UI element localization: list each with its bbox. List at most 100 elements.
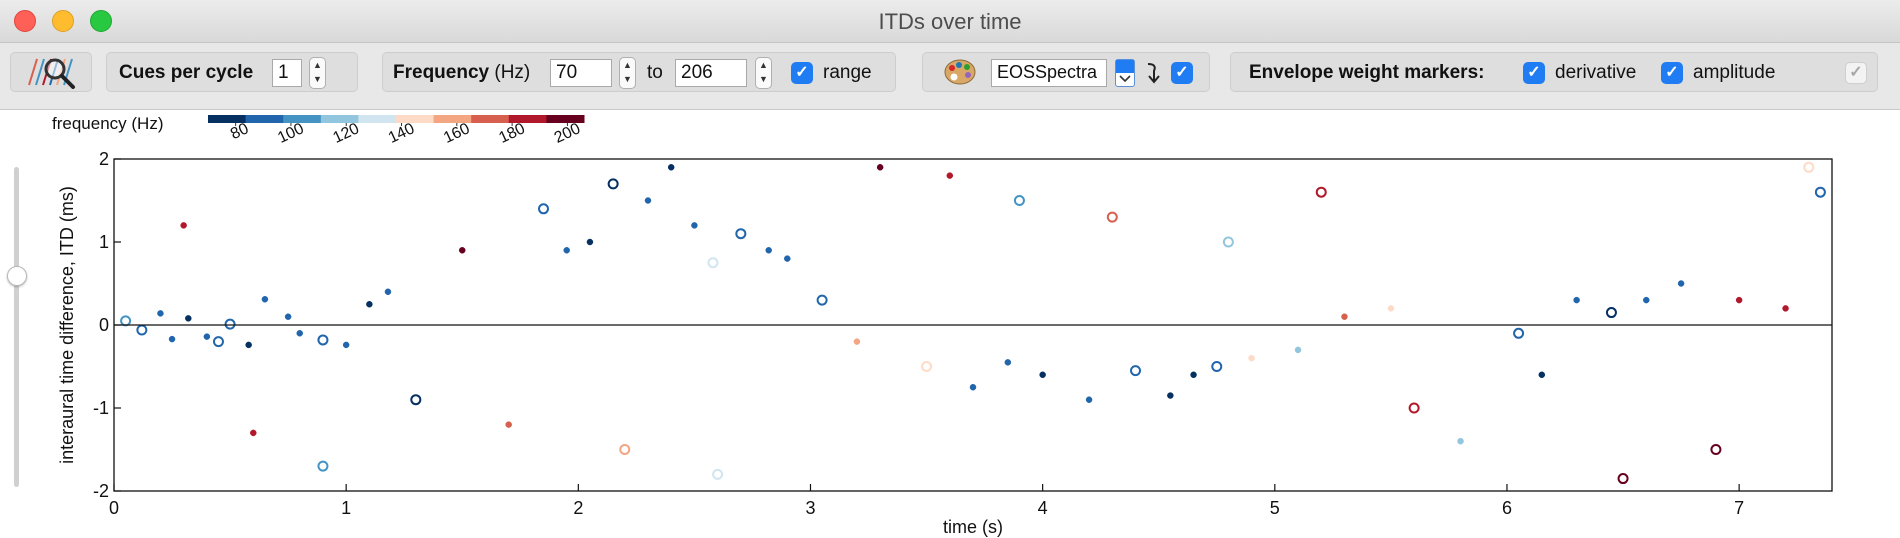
data-point <box>505 421 512 428</box>
frequency-from-field[interactable]: 70 <box>550 59 612 87</box>
colorbar-ticks: 80 100 120 140 160 180 200 <box>228 120 583 147</box>
palette-icon[interactable] <box>943 58 977 86</box>
data-point <box>816 294 828 306</box>
x-tick-label: 7 <box>1734 498 1744 518</box>
data-point <box>261 296 269 303</box>
data-point <box>1130 365 1142 377</box>
data-point <box>538 203 549 215</box>
data-point <box>1573 296 1580 304</box>
colorbar-segment <box>546 115 585 123</box>
data-point <box>342 341 350 349</box>
close-window-button[interactable] <box>14 10 36 32</box>
colormap-field[interactable]: EOSSpectra <box>991 59 1107 87</box>
data-point <box>185 315 192 322</box>
vertical-slider-track[interactable] <box>14 167 19 487</box>
y-tick-label: -2 <box>93 481 109 501</box>
colormap-dropdown[interactable] <box>1115 59 1135 87</box>
data-point <box>410 394 422 406</box>
data-point <box>384 288 392 296</box>
frequency-group: Frequency (Hz) 70 ▲ ▼ to 206 ▲ ▼ ✓ range <box>382 52 896 92</box>
chevron-down-icon <box>1119 75 1131 83</box>
data-point <box>667 164 675 171</box>
colorbar-segment <box>433 115 472 123</box>
data-point <box>120 315 132 327</box>
frequency-to-stepper[interactable]: ▲ ▼ <box>755 57 772 89</box>
data-point <box>224 318 236 330</box>
minimize-window-button[interactable] <box>52 10 74 32</box>
reverse-colormap-checkbox[interactable]: ✓ <box>1171 62 1193 84</box>
data-point <box>1315 186 1327 198</box>
y-tick-label: 1 <box>99 232 109 252</box>
data-point <box>1039 371 1046 379</box>
data-point <box>1004 359 1012 366</box>
data-point <box>1538 371 1546 379</box>
data-point <box>946 172 954 179</box>
colorbar-segment <box>396 115 435 123</box>
amplitude-label: amplitude <box>1693 62 1776 83</box>
colorbar-label: frequency (Hz) <box>52 114 163 133</box>
data-point <box>1814 186 1826 198</box>
disabled-checkbox[interactable]: ✓ <box>1845 62 1867 84</box>
data-point <box>317 460 329 472</box>
frequency-from-stepper[interactable]: ▲ ▼ <box>619 57 636 89</box>
data-point <box>1643 296 1650 304</box>
x-tick-label: 6 <box>1502 498 1512 518</box>
data-point <box>168 335 176 343</box>
vertical-slider-knob[interactable] <box>7 266 27 286</box>
data-point <box>607 178 619 190</box>
sound-source-magnifier-icon[interactable] <box>25 55 81 89</box>
zoom-window-button[interactable] <box>90 10 112 32</box>
data-point <box>586 238 594 246</box>
data-point <box>1617 473 1629 485</box>
reverse-arrow-icon[interactable] <box>1145 61 1161 85</box>
data-point <box>1513 327 1525 339</box>
data-point <box>735 228 747 240</box>
data-point <box>563 247 570 254</box>
envelope-group: Envelope weight markers: ✓ derivative ✓ … <box>1230 52 1878 92</box>
y-tick-label: 0 <box>99 315 109 335</box>
cues-per-cycle-field[interactable]: 1 <box>272 59 302 87</box>
cues-stepper[interactable]: ▲ ▼ <box>309 57 326 89</box>
derivative-checkbox[interactable]: ✓ <box>1523 62 1545 84</box>
y-axis-label: interaural time difference, ITD (ms) <box>57 186 77 464</box>
data-point <box>250 429 257 437</box>
amplitude-checkbox[interactable]: ✓ <box>1661 62 1683 84</box>
data-point <box>1341 313 1348 320</box>
range-checkbox[interactable]: ✓ <box>791 62 813 84</box>
data-point <box>1782 305 1789 312</box>
data-point <box>1605 307 1617 319</box>
data-point <box>1735 296 1743 304</box>
data-point <box>203 333 211 340</box>
data-point <box>765 247 772 254</box>
data-point <box>784 255 791 262</box>
colorbar-segment <box>245 115 284 123</box>
x-tick-label: 1 <box>341 498 351 518</box>
data-point <box>212 336 224 348</box>
y-tick-label: 2 <box>99 149 109 169</box>
frequency-to-field[interactable]: 206 <box>675 59 747 87</box>
data-point <box>157 310 164 317</box>
data-point <box>284 313 292 320</box>
cues-group: Cues per cycle 1 ▲ ▼ <box>106 52 358 92</box>
data-point <box>1248 354 1255 362</box>
data-point <box>969 384 977 391</box>
data-point <box>1677 280 1685 287</box>
cues-label: Cues per cycle <box>119 62 254 83</box>
colorbar-segment <box>471 115 510 123</box>
x-tick-label: 5 <box>1270 498 1280 518</box>
app-icon-group <box>10 52 92 92</box>
colorbar-segment <box>208 115 247 123</box>
scatter-points <box>120 161 1826 485</box>
data-point <box>245 341 252 349</box>
data-point <box>853 338 861 345</box>
data-point <box>317 334 329 346</box>
x-tick-label: 4 <box>1038 498 1048 518</box>
data-point <box>1211 361 1223 372</box>
data-point <box>876 164 884 171</box>
colorbar <box>208 115 585 123</box>
data-point <box>712 468 724 480</box>
colorbar-segment <box>283 115 322 123</box>
colorbar-segment <box>358 115 397 123</box>
